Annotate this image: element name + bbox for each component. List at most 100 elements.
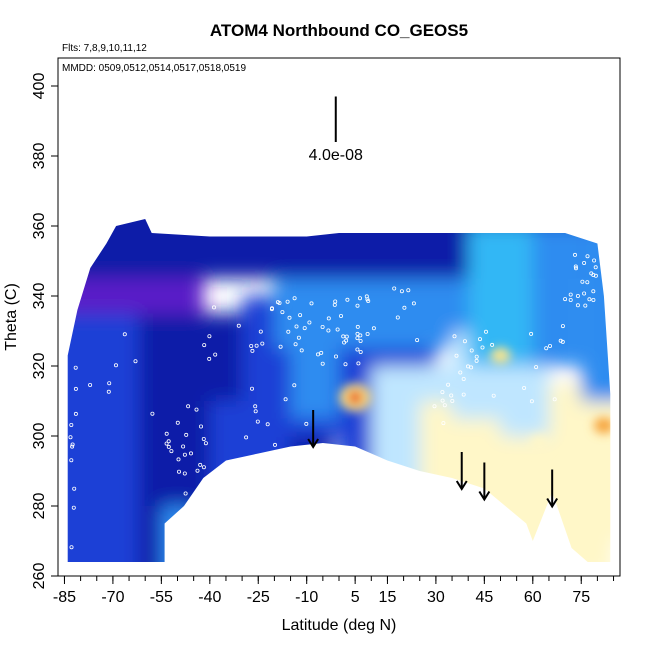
sample-point xyxy=(277,300,282,305)
sample-point xyxy=(201,465,206,470)
sample-point xyxy=(198,462,203,467)
hotspot xyxy=(474,445,495,462)
sample-point xyxy=(462,339,467,344)
sample-point xyxy=(568,292,573,297)
sample-point xyxy=(440,398,445,403)
sample-point xyxy=(364,294,369,299)
sample-point xyxy=(320,361,325,366)
sample-point xyxy=(285,299,290,304)
x-tick-label: -70 xyxy=(101,589,124,606)
sample-point xyxy=(560,339,565,344)
x-tick-label: 45 xyxy=(475,589,493,606)
sample-point xyxy=(72,486,77,491)
sample-point xyxy=(461,392,466,397)
sample-point xyxy=(483,329,488,334)
sample-point xyxy=(166,439,171,444)
sample-point xyxy=(278,344,283,349)
sample-point xyxy=(563,297,568,302)
sample-point xyxy=(269,306,274,311)
x-tick-label: 60 xyxy=(524,589,542,606)
sample-point xyxy=(582,260,587,265)
sample-point xyxy=(194,407,199,412)
sample-point xyxy=(296,335,301,340)
sample-point xyxy=(236,323,241,328)
sample-point xyxy=(58,448,63,453)
sample-point xyxy=(302,326,307,331)
sample-point xyxy=(244,435,249,440)
field-block xyxy=(500,366,549,436)
sample-point xyxy=(182,471,187,476)
sample-point xyxy=(320,324,325,329)
chart-title: ATOM4 Northbound CO_GEOS5 xyxy=(210,21,468,40)
sample-point xyxy=(446,382,451,387)
sample-point xyxy=(344,338,349,343)
sample-point xyxy=(292,296,297,301)
sample-point xyxy=(585,280,590,285)
sample-point xyxy=(68,435,73,440)
sample-point xyxy=(326,316,331,321)
sample-point xyxy=(335,327,340,332)
sample-point xyxy=(345,297,350,302)
sample-point xyxy=(184,432,189,437)
sample-point xyxy=(114,363,119,368)
sample-point xyxy=(355,303,360,308)
sample-point xyxy=(442,403,447,408)
x-tick-label: -55 xyxy=(150,589,173,606)
concentration-field xyxy=(67,219,611,562)
sample-point xyxy=(315,352,320,357)
sample-point xyxy=(574,266,579,271)
sample-point xyxy=(202,343,207,348)
sample-point xyxy=(332,302,337,307)
sample-point xyxy=(186,404,191,409)
trajectory-arrow xyxy=(546,469,559,509)
trajectory-arrow xyxy=(455,452,468,491)
sample-point xyxy=(250,348,255,353)
arrow-head xyxy=(455,480,468,491)
sample-point xyxy=(585,254,590,259)
hotspot xyxy=(529,435,550,451)
y-axis-label: Theta (C) xyxy=(3,283,20,351)
sample-point xyxy=(573,252,578,257)
sample-point xyxy=(333,354,338,359)
sample-point xyxy=(529,399,534,404)
sample-point xyxy=(69,422,74,427)
sample-point xyxy=(169,449,174,454)
sample-point xyxy=(560,324,565,329)
sample-point xyxy=(461,376,466,381)
sample-point xyxy=(544,346,549,351)
sample-point xyxy=(358,338,363,343)
sample-point xyxy=(583,303,588,308)
sample-point xyxy=(582,291,587,296)
sample-point xyxy=(304,421,309,426)
x-tick-label: 30 xyxy=(427,589,445,606)
x-tick-label: -25 xyxy=(247,589,270,606)
sample-point xyxy=(411,301,416,306)
sample-point xyxy=(580,279,585,284)
scale-bar-label: 4.0e-08 xyxy=(309,147,363,164)
sample-point xyxy=(181,444,186,449)
sample-point xyxy=(299,348,304,353)
sample-point xyxy=(164,431,169,436)
sample-point xyxy=(63,486,68,491)
y-tick-label: 340 xyxy=(31,283,48,310)
sample-point xyxy=(415,338,420,343)
sample-point xyxy=(254,343,259,348)
sample-point xyxy=(522,385,527,390)
sample-point xyxy=(175,420,180,425)
sample-point xyxy=(69,545,74,550)
sample-point xyxy=(371,326,376,331)
sample-point xyxy=(286,329,291,334)
sample-point xyxy=(552,397,557,402)
sample-point xyxy=(548,343,553,348)
sample-point xyxy=(283,397,288,402)
sample-point xyxy=(465,364,470,369)
sample-point xyxy=(73,411,78,416)
sample-point xyxy=(59,493,64,498)
sample-point xyxy=(204,500,209,505)
arrow-head xyxy=(478,490,491,502)
sample-point xyxy=(63,407,68,412)
x-tick-label: -10 xyxy=(295,589,318,606)
y-tick-label: 260 xyxy=(31,563,48,590)
sample-point xyxy=(203,441,208,446)
